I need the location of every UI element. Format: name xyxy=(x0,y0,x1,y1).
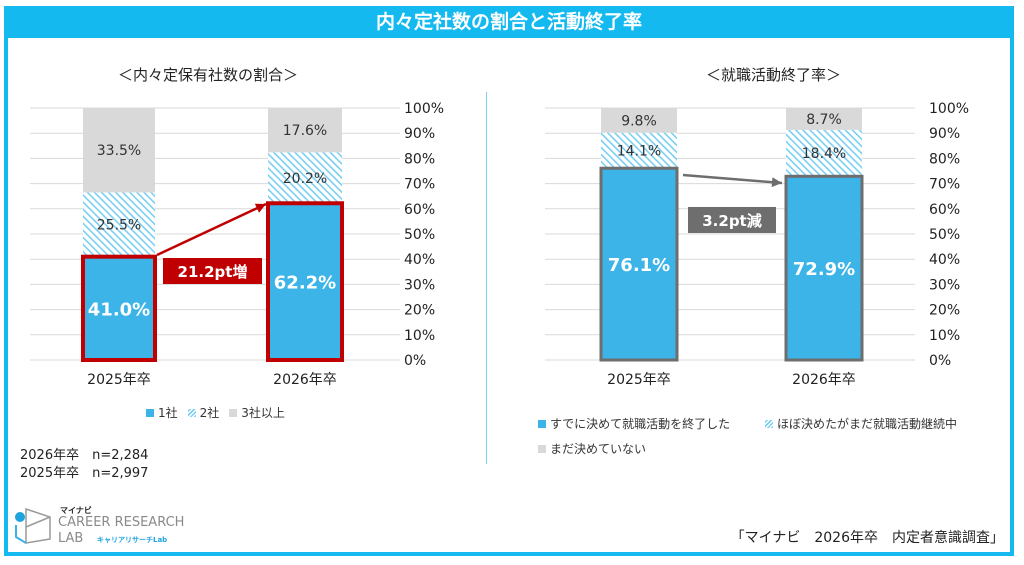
y-tick-label: 100% xyxy=(404,101,444,117)
bar-segment-0 xyxy=(268,203,342,360)
source-citation: 「マイナビ 2026年卒 内定者意識調査」 xyxy=(730,530,1004,546)
bar-segment-1 xyxy=(601,132,677,169)
legend-swatch xyxy=(538,419,546,428)
bar-segment-0 xyxy=(786,176,862,360)
y-tick-label: 80% xyxy=(404,151,435,167)
x-category-label: 2025年卒 xyxy=(607,372,671,388)
data-label: 62.2% xyxy=(274,273,336,294)
logo-kana: キャリアリサーチLab xyxy=(97,536,168,544)
arrowhead-icon xyxy=(771,177,782,188)
bar-highlight-border xyxy=(784,174,864,362)
bar-segment-2 xyxy=(83,108,155,193)
bar-highlight-border xyxy=(599,166,679,362)
y-tick-label: 60% xyxy=(929,202,960,218)
x-category-label: 2025年卒 xyxy=(87,372,151,388)
data-label: 17.6% xyxy=(283,123,327,139)
y-tick-label: 0% xyxy=(929,353,951,369)
change-arrow xyxy=(682,173,783,185)
right-legend-item: まだ決めていない xyxy=(538,440,646,457)
y-tick-label: 0% xyxy=(404,353,426,369)
bar-segment-0 xyxy=(601,168,677,360)
y-tick-label: 70% xyxy=(929,177,960,193)
legend-swatch-2sha xyxy=(187,408,196,417)
y-tick-label: 40% xyxy=(929,252,960,268)
y-tick-label: 30% xyxy=(404,277,435,293)
data-label: 20.2% xyxy=(283,171,327,187)
left-chart-title: ＜内々定保有社数の割合＞ xyxy=(118,66,299,84)
data-label: 72.9% xyxy=(793,259,855,280)
divider xyxy=(486,92,487,464)
y-tick-label: 90% xyxy=(404,126,435,142)
sample-size-2026: 2026年卒 n=2,284 xyxy=(20,448,149,463)
legend-label: すでに決めて就職活動を終了した xyxy=(550,417,731,431)
y-tick-label: 70% xyxy=(404,177,435,193)
data-label: 8.7% xyxy=(806,112,842,128)
legend-label: まだ決めていない xyxy=(550,442,647,456)
bar-segment-2 xyxy=(268,108,342,153)
career-research-lab-logo: マイナビ CAREER RESEARCH LAB キャリアリサーチLab xyxy=(12,505,184,549)
y-tick-label: 80% xyxy=(929,151,960,167)
x-category-label: 2026年卒 xyxy=(273,372,337,388)
change-arrow xyxy=(156,202,267,257)
annotation-label: 21.2pt増 xyxy=(178,263,248,281)
arrowhead-icon xyxy=(254,203,266,213)
x-category-label: 2026年卒 xyxy=(792,372,856,388)
data-label: 33.5% xyxy=(97,143,141,159)
legend-label: ほぼ決めたがまだ就職活動継続中 xyxy=(777,417,958,431)
legend-label: 3社以上 xyxy=(241,406,285,420)
annotation-label: 3.2pt減 xyxy=(702,212,761,230)
data-label: 14.1% xyxy=(617,143,661,159)
y-tick-label: 20% xyxy=(404,303,435,319)
y-tick-label: 50% xyxy=(404,227,435,243)
right-chart-title: ＜就職活動終了率＞ xyxy=(706,66,842,84)
annotation-box xyxy=(688,207,776,233)
data-label: 25.5% xyxy=(97,218,141,234)
data-label: 18.4% xyxy=(802,146,846,162)
bar-highlight-border xyxy=(81,254,157,362)
data-label: 41.0% xyxy=(88,299,150,320)
logo-line1: CAREER RESEARCH xyxy=(58,515,185,530)
legend-swatch-1sha xyxy=(146,408,154,417)
bar-segment-1 xyxy=(83,192,155,257)
bar-highlight-border xyxy=(266,201,344,362)
bar-segment-2 xyxy=(786,108,862,130)
legend-swatch-3sha xyxy=(229,408,238,417)
y-tick-label: 60% xyxy=(404,202,435,218)
annotation-box xyxy=(163,258,262,284)
y-tick-label: 100% xyxy=(929,101,969,117)
bar-segment-0 xyxy=(83,256,155,360)
right-legend-item: すでに決めて就職活動を終了した xyxy=(538,415,730,432)
bar-segment-2 xyxy=(601,108,677,133)
y-tick-label: 30% xyxy=(929,277,960,293)
y-tick-label: 20% xyxy=(929,303,960,319)
cube-logo-icon xyxy=(15,507,51,544)
y-tick-label: 10% xyxy=(404,328,435,344)
right-legend-item: ほぼ決めたがまだ就職活動継続中 xyxy=(765,415,957,432)
data-label: 76.1% xyxy=(608,255,670,276)
sample-size-2025: 2025年卒 n=2,997 xyxy=(20,466,149,481)
y-tick-label: 10% xyxy=(929,328,960,344)
legend-swatch xyxy=(765,419,773,428)
data-label: 9.8% xyxy=(621,113,657,129)
y-tick-label: 40% xyxy=(404,252,435,268)
y-tick-label: 90% xyxy=(929,126,960,142)
y-tick-label: 50% xyxy=(929,227,960,243)
legend-swatch xyxy=(538,444,546,453)
page-title: 内々定社数の割合と活動終了率 xyxy=(4,6,1014,38)
logo-brand: マイナビ xyxy=(60,506,92,515)
logo-line2: LAB xyxy=(58,531,84,546)
legend-label: 2社 xyxy=(199,406,220,420)
left-legend: 1社 2社 3社以上 xyxy=(146,404,285,421)
bar-segment-1 xyxy=(786,129,862,177)
legend-label: 1社 xyxy=(158,406,178,420)
bar-segment-1 xyxy=(268,152,342,204)
